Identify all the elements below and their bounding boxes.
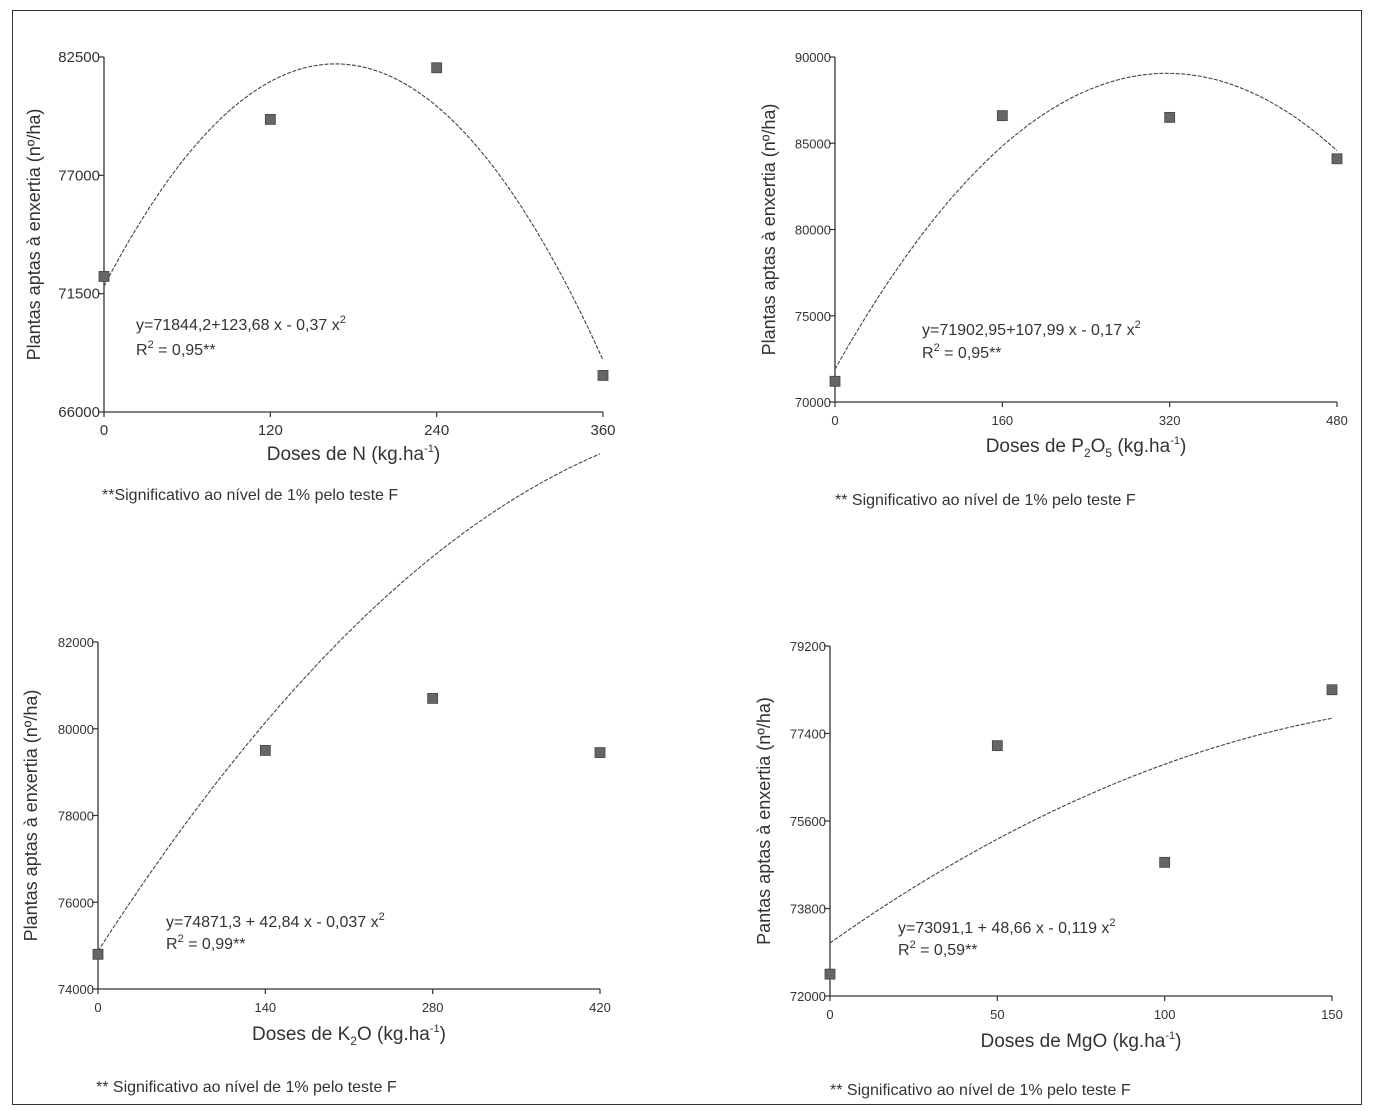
chart-p2o5-doses: 70000 75000 80000 85000 90000 0 160 320 480 Plant… [759, 50, 1348, 509]
x-axis-title: Doses de MgO (kg.ha-1) [981, 1030, 1182, 1052]
y-tick-label: 75000 [795, 309, 831, 324]
x-tick-label: 420 [589, 1000, 611, 1015]
r-squared: R2 = 0,59** [898, 939, 978, 959]
data-point [259, 745, 271, 756]
y-axis-title: Pantas aptas à enxertia (nº/ha) [754, 697, 774, 945]
data-point [92, 948, 104, 960]
data-point [264, 113, 276, 125]
data-point [427, 692, 439, 704]
regression-equation: y=71844,2+123,68 x - 0,37 x2 [136, 314, 346, 334]
x-tick-label: 0 [826, 1007, 833, 1022]
y-tick-label: 80000 [795, 223, 831, 238]
data-point [824, 968, 836, 980]
r-squared: R2 = 0,95** [136, 339, 216, 359]
chart-mgo-doses: 72000 73800 75600 77400 79200 0 50 100 150 Pantas… [754, 639, 1343, 1099]
x-axis-title: Doses de K2O (kg.ha-1) [252, 1023, 446, 1048]
y-tick-label: 82500 [58, 49, 100, 66]
chart-k2o-doses: 74000 76000 78000 80000 82000 0 140 280 420 Plant… [21, 453, 611, 1096]
y-tick-label: 82000 [58, 635, 94, 650]
regression-equation: y=74871,3 + 42,84 x - 0,037 x2 [166, 911, 385, 931]
data-point [1159, 856, 1171, 868]
regression-curve [103, 63, 604, 361]
chart-n-doses: 66000 71500 77000 82500 0 120 240 360 Plantas ap… [24, 49, 616, 504]
x-tick-label: 0 [100, 422, 108, 439]
y-tick-label: 77000 [58, 167, 100, 184]
x-tick-label: 150 [1321, 1007, 1343, 1022]
data-point [431, 62, 443, 74]
regression-equation: y=71902,95+107,99 x - 0,17 x2 [922, 319, 1141, 339]
y-tick-label: 80000 [58, 722, 94, 737]
x-tick-label: 120 [258, 422, 283, 439]
significance-footnote: ** Significativo ao nível de 1% pelo tes… [835, 492, 1136, 509]
y-tick-label: 73800 [790, 902, 826, 917]
x-tick-label: 480 [1326, 413, 1348, 428]
significance-footnote: ** Significativo ao nível de 1% pelo tes… [96, 1079, 397, 1096]
y-tick-label: 78000 [58, 809, 94, 824]
x-tick-label: 0 [831, 413, 838, 428]
x-tick-label: 320 [1159, 413, 1181, 428]
y-axis-title: Plantas aptas à enxertia (nº/ha) [759, 104, 779, 356]
data-point [996, 110, 1008, 122]
data-point [1331, 153, 1343, 165]
regression-curve [97, 453, 601, 952]
data-point [829, 375, 841, 387]
regression-curve [834, 72, 1338, 370]
x-tick-label: 160 [991, 413, 1013, 428]
data-point [98, 271, 110, 282]
y-tick-label: 70000 [795, 395, 831, 410]
r-squared: R2 = 0,95** [922, 342, 1002, 362]
y-tick-label: 85000 [795, 136, 831, 151]
x-tick-label: 50 [990, 1007, 1004, 1022]
y-tick-label: 72000 [790, 989, 826, 1004]
y-tick-label: 90000 [795, 50, 831, 65]
data-point [1164, 111, 1176, 123]
x-axis-title: Doses de N (kg.ha-1) [267, 443, 440, 465]
y-axis-title: Plantas aptas à enxertia (nº/ha) [21, 690, 41, 942]
y-tick-label: 74000 [58, 982, 94, 997]
data-point [991, 740, 1003, 752]
data-point [594, 747, 606, 759]
regression-curve [829, 717, 1333, 944]
x-tick-label: 100 [1154, 1007, 1176, 1022]
data-point [597, 370, 609, 381]
y-tick-label: 76000 [58, 895, 94, 910]
significance-footnote: ** Significativo ao nível de 1% pelo tes… [830, 1082, 1131, 1099]
r-squared: R2 = 0,99** [166, 933, 246, 953]
x-tick-label: 280 [422, 1000, 444, 1015]
figure-frame [12, 10, 1362, 1105]
y-tick-label: 71500 [58, 286, 100, 303]
y-axis-title: Plantas aptas à enxertia (nº/ha) [24, 109, 44, 361]
x-tick-label: 0 [94, 1000, 101, 1015]
x-tick-label: 140 [254, 1000, 276, 1015]
x-tick-label: 360 [590, 422, 615, 439]
y-tick-label: 75600 [790, 814, 826, 829]
x-axis-title: Doses de P2O5 (kg.ha-1) [986, 435, 1187, 460]
regression-equation: y=73091,1 + 48,66 x - 0,119 x2 [898, 917, 1116, 937]
significance-footnote: **Significativo ao nível de 1% pelo test… [102, 487, 398, 504]
y-tick-label: 77400 [790, 727, 826, 742]
x-tick-label: 240 [424, 422, 449, 439]
data-point [1326, 684, 1338, 696]
y-tick-label: 66000 [58, 404, 100, 421]
y-tick-label: 79200 [790, 639, 826, 654]
